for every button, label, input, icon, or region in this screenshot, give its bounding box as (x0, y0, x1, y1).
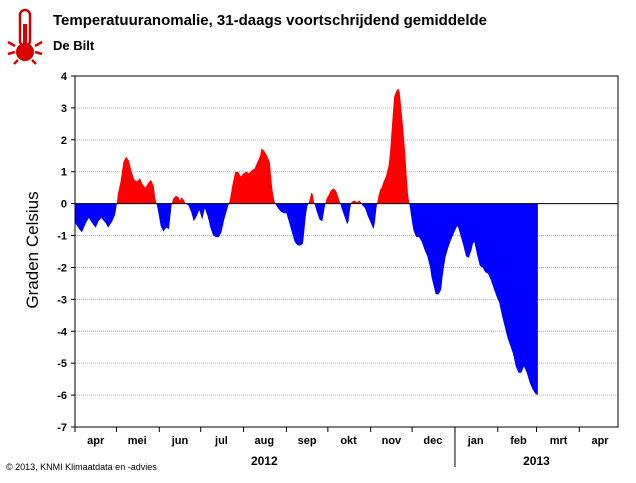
y-tick-label: 2 (61, 135, 67, 147)
y-tick-label: -2 (57, 262, 67, 274)
y-tick-label: 1 (61, 167, 67, 179)
x-tick-label: mrt (550, 435, 568, 447)
thermometer-icon (7, 8, 43, 65)
negative-anomaly-area (75, 203, 538, 396)
positive-anomaly-area (75, 88, 538, 204)
x-tick-label: apr (591, 435, 609, 447)
x-tick-label: sep (298, 435, 317, 447)
y-tick-label: -3 (57, 294, 67, 306)
y-tick-label: 0 (61, 199, 67, 211)
x-tick-label: dec (423, 435, 442, 447)
x-tick-label: jun (171, 435, 189, 447)
year-label: 2013 (523, 454, 550, 468)
x-tick-label: mei (128, 435, 147, 447)
x-tick-label: okt (340, 435, 357, 447)
y-tick-label: -7 (57, 422, 67, 434)
credit-text: © 2013, KNMI Klimaatdata en -advies (6, 462, 157, 472)
axes (71, 75, 619, 467)
chart-title: Temperatuuranomalie, 31-daags voortschri… (53, 12, 487, 29)
y-tick-label: -6 (57, 390, 67, 402)
y-axis-label: Graden Celsius (23, 191, 42, 308)
x-tick-label: feb (510, 435, 527, 447)
x-tick-label: nov (382, 435, 402, 447)
x-tick-label: apr (87, 435, 105, 447)
x-tick-label: jul (214, 435, 228, 447)
axis-labels: Graden Celsius 4 3 2 1 0 -1 -2 -3 -4 -5 -6 -7 apr mei… (23, 71, 609, 468)
y-tick-label: -4 (57, 326, 68, 338)
y-tick-label: 3 (61, 103, 67, 115)
plot-frame (74, 75, 619, 428)
year-label: 2012 (251, 454, 278, 468)
x-tick-label: aug (255, 435, 275, 447)
y-tick-label: -5 (57, 358, 67, 370)
chart-subtitle: De Bilt (53, 38, 95, 53)
y-tick-label: -1 (57, 231, 67, 243)
x-tick-label: jan (467, 435, 484, 447)
y-tick-label: 4 (61, 71, 68, 83)
anomaly-area (75, 88, 538, 396)
